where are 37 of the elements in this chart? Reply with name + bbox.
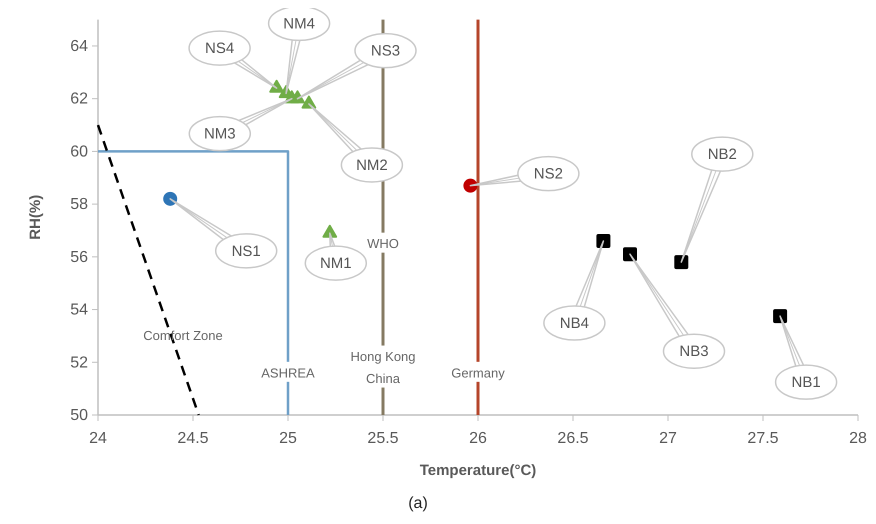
x-tick-label: 27 — [659, 430, 677, 447]
y-tick-label: 64 — [70, 38, 88, 55]
y-tick-label: 62 — [70, 90, 88, 108]
text: (a) — [408, 495, 428, 512]
annotation: NB2 — [708, 146, 737, 164]
annotation: ASHREA — [261, 365, 316, 380]
y-tick-label: 54 — [70, 302, 88, 319]
x-tick-label: 26.5 — [557, 430, 589, 447]
annotation: NB1 — [792, 374, 821, 392]
x-tick-label: 25 — [279, 430, 297, 447]
annotation: NS2 — [534, 166, 563, 183]
annotation: Hong Kong China — [350, 349, 416, 386]
annotation: NS4 — [205, 40, 234, 58]
y-tick-label: 58 — [70, 196, 88, 214]
x-tick-label: 24 — [89, 430, 107, 447]
y-tick-label: 50 — [70, 407, 88, 424]
annotation: NB3 — [679, 343, 709, 360]
x-tick-label: 27.5 — [747, 430, 779, 447]
x-tick-label: 26 — [469, 430, 487, 447]
x-axis-title: Temperature(°C) — [420, 462, 536, 479]
annotation: NM4 — [283, 15, 315, 32]
annotation: Germany — [451, 365, 506, 380]
y-tick-label: 56 — [70, 248, 88, 266]
x-tick-label: 24.5 — [177, 430, 209, 447]
x-tick-label: 28 — [849, 430, 867, 447]
annotation: NM2 — [356, 156, 388, 174]
annotation: NM3 — [204, 126, 236, 143]
annotation: Comfort Zone — [143, 328, 223, 343]
annotation: NS1 — [232, 242, 261, 260]
y-tick-label: 60 — [70, 143, 88, 160]
annotation: WHO — [367, 236, 399, 252]
y-tick-label: 52 — [70, 354, 88, 372]
x-tick-label: 25.5 — [367, 430, 399, 447]
y-axis-title: RH(%) — [27, 194, 44, 240]
annotation: NB4 — [560, 315, 589, 332]
annotation: NM1 — [320, 255, 352, 272]
annotation: NS3 — [370, 42, 400, 60]
